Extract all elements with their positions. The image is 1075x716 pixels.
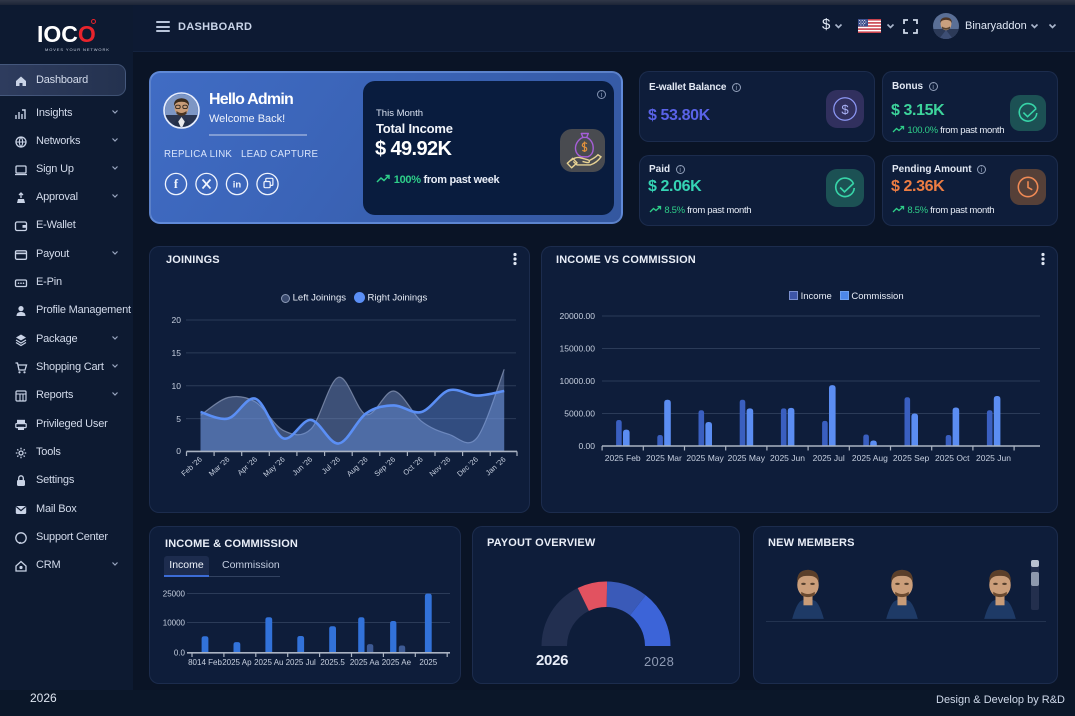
svg-text:5: 5 xyxy=(176,414,181,424)
svg-text:10000.00: 10000.00 xyxy=(560,376,596,386)
svg-text:2025 Aug: 2025 Aug xyxy=(852,453,888,463)
svg-text:Dec '26: Dec '26 xyxy=(455,455,480,479)
svg-text:Mar '26: Mar '26 xyxy=(207,455,231,478)
svg-text:Aug '26: Aug '26 xyxy=(345,455,370,479)
svg-text:2025 Mar: 2025 Mar xyxy=(646,453,682,463)
svg-text:10000: 10000 xyxy=(163,619,186,628)
svg-text:10: 10 xyxy=(172,381,182,391)
svg-text:2025 Jul: 2025 Jul xyxy=(286,658,316,667)
svg-text:0.00: 0.00 xyxy=(578,441,595,451)
svg-text:20: 20 xyxy=(172,315,182,325)
svg-text:Apr '26: Apr '26 xyxy=(236,455,260,477)
svg-text:8014 Feb: 8014 Feb xyxy=(188,658,222,667)
svg-text:f: f xyxy=(174,177,179,191)
svg-text:15000.00: 15000.00 xyxy=(560,344,596,354)
svg-text:2025 Feb: 2025 Feb xyxy=(605,453,641,463)
svg-text:20000.00: 20000.00 xyxy=(560,311,596,321)
svg-text:Nov '26: Nov '26 xyxy=(428,455,453,479)
svg-text:Sep '26: Sep '26 xyxy=(372,455,397,479)
svg-text:Jul '26: Jul '26 xyxy=(320,455,342,476)
svg-text:in: in xyxy=(233,180,242,191)
svg-text:2025: 2025 xyxy=(419,658,437,667)
svg-text:May '26: May '26 xyxy=(261,455,286,479)
svg-text:2025 Jun: 2025 Jun xyxy=(770,453,805,463)
svg-text:0.0: 0.0 xyxy=(174,649,186,658)
svg-text:Feb '26: Feb '26 xyxy=(179,455,203,478)
svg-text:2025 Ae: 2025 Ae xyxy=(382,658,412,667)
svg-text:Jan '26: Jan '26 xyxy=(484,455,508,478)
svg-text:2025 Oct: 2025 Oct xyxy=(935,453,970,463)
svg-text:2025 Sep: 2025 Sep xyxy=(893,453,930,463)
svg-text:2025.5: 2025.5 xyxy=(320,658,345,667)
svg-text:15: 15 xyxy=(172,348,182,358)
svg-text:Oct '26: Oct '26 xyxy=(401,455,425,477)
svg-text:2025 Jun: 2025 Jun xyxy=(976,453,1011,463)
svg-text:2025 Aa: 2025 Aa xyxy=(350,658,380,667)
svg-text:2025 May: 2025 May xyxy=(728,453,766,463)
svg-text:0: 0 xyxy=(176,446,181,456)
svg-text:2025 Au: 2025 Au xyxy=(254,658,283,667)
svg-text:5000.00: 5000.00 xyxy=(564,409,595,419)
svg-text:25000: 25000 xyxy=(163,590,186,599)
svg-text:2025 May: 2025 May xyxy=(686,453,724,463)
svg-text:$: $ xyxy=(841,102,849,117)
svg-text:2025 Ap: 2025 Ap xyxy=(222,658,252,667)
svg-text:Jun '26: Jun '26 xyxy=(290,455,314,478)
svg-text:2025 Jul: 2025 Jul xyxy=(813,453,845,463)
